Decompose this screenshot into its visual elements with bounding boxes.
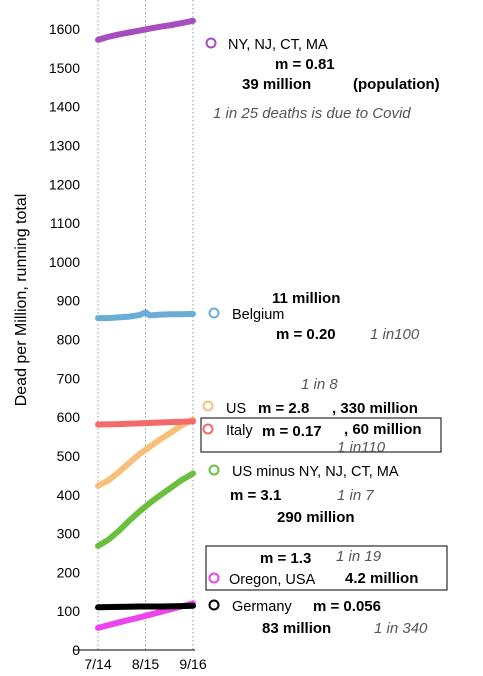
us-minus-slope: m = 3.1 bbox=[230, 487, 281, 504]
series-lines bbox=[95, 17, 196, 631]
legend-label-us-minus-ny-nj-ct-ma: US minus NY, NJ, CT, MA bbox=[232, 464, 399, 480]
belgium-population: 11 million bbox=[272, 290, 340, 307]
belgium-death-ratio: 1 in100 bbox=[370, 326, 420, 343]
x-tick-label: 8/15 bbox=[132, 656, 159, 672]
us-minus-population: 290 million bbox=[277, 509, 355, 526]
us-death-ratio: 1 in 8 bbox=[301, 376, 338, 393]
y-tick-label: 0 bbox=[72, 642, 80, 658]
ny-slope: m = 0.81 bbox=[275, 56, 335, 73]
legend-label-germany: Germany bbox=[232, 599, 292, 615]
x-tick-label: 7/14 bbox=[84, 656, 111, 672]
y-tick-label: 1200 bbox=[49, 176, 80, 192]
us-slope: m = 2.8 bbox=[258, 400, 309, 417]
legend-label-ny-nj-ct-ma: NY, NJ, CT, MA bbox=[228, 37, 328, 53]
y-tick-label: 900 bbox=[57, 293, 81, 309]
y-tick-label: 1500 bbox=[49, 60, 80, 76]
series-line-ny-nj-ct-ma bbox=[95, 17, 196, 43]
series-line-germany bbox=[95, 602, 196, 611]
legend-marker-us-minus-ny-nj-ct-ma bbox=[208, 464, 220, 476]
italy-annotation-box bbox=[200, 417, 442, 453]
us-population: , 330 million bbox=[332, 400, 418, 417]
legend-marker-oregon-usa bbox=[208, 572, 220, 584]
y-tick-label: 1100 bbox=[50, 215, 80, 231]
legend-label-belgium: Belgium bbox=[232, 307, 284, 323]
oregon-slope: m = 1.3 bbox=[260, 550, 311, 567]
oregon-annotation-box bbox=[205, 545, 448, 591]
y-tick-label: 200 bbox=[57, 564, 81, 580]
legend-label-oregon-usa: Oregon, USA bbox=[229, 572, 316, 588]
y-tick-label: 1600 bbox=[49, 21, 80, 37]
legend-marker-us bbox=[202, 400, 214, 412]
x-tick-label: 9/16 bbox=[179, 656, 206, 672]
legend-marker-ny-nj-ct-ma bbox=[205, 37, 217, 49]
belgium-slope: m = 0.20 bbox=[276, 326, 336, 343]
x-tick-labels: 7/14 8/15 9/16 bbox=[84, 656, 206, 672]
oregon-population: 4.2 million bbox=[345, 570, 418, 587]
oregon-death-ratio: 1 in 19 bbox=[336, 548, 382, 565]
gridlines bbox=[97, 0, 194, 650]
ny-population: 39 million bbox=[242, 76, 311, 93]
italy-death-ratio: 1 in110 bbox=[337, 439, 386, 456]
legend-label-us: US bbox=[226, 401, 246, 417]
ny-population-note: (population) bbox=[353, 76, 440, 93]
y-tick-label: 1000 bbox=[49, 254, 80, 270]
series-line-belgium bbox=[95, 309, 196, 322]
y-tick-label: 800 bbox=[57, 332, 81, 348]
italy-population: , 60 million bbox=[344, 421, 422, 438]
y-tick-label: 500 bbox=[57, 448, 81, 464]
y-tick-label: 400 bbox=[57, 487, 81, 503]
legend-marker-germany bbox=[208, 599, 220, 611]
italy-slope: m = 0.17 bbox=[262, 423, 322, 440]
y-tick-label: 600 bbox=[57, 409, 81, 425]
y-tick-label: 700 bbox=[57, 370, 81, 386]
series-line-italy bbox=[95, 418, 196, 428]
ny-death-ratio: 1 in 25 deaths is due to Covid bbox=[213, 105, 411, 122]
y-tick-label: 300 bbox=[57, 526, 81, 542]
y-tick-label: 1300 bbox=[49, 137, 80, 153]
y-axis-label: Dead per Million, running total bbox=[13, 194, 30, 407]
legend-marker-italy bbox=[202, 423, 214, 435]
germany-slope: m = 0.056 bbox=[313, 598, 381, 615]
germany-death-ratio: 1 in 340 bbox=[374, 620, 428, 637]
legend: NY, NJ, CT, MA Belgium US Italy US minus NY,… bbox=[202, 37, 399, 615]
y-tick-labels: 0 100 200 300 400 500 600 700 800 900 1000 1100 1200… bbox=[49, 21, 80, 658]
legend-label-italy: Italy bbox=[226, 423, 253, 439]
y-tick-label: 1400 bbox=[49, 99, 80, 115]
series-line-us-minus-ny-nj-ct-ma bbox=[95, 470, 196, 549]
legend-marker-belgium bbox=[208, 307, 220, 319]
germany-population: 83 million bbox=[262, 620, 331, 637]
y-tick-label: 100 bbox=[57, 603, 81, 619]
series-line-us bbox=[95, 416, 196, 489]
us-minus-death-ratio: 1 in 7 bbox=[337, 487, 374, 504]
